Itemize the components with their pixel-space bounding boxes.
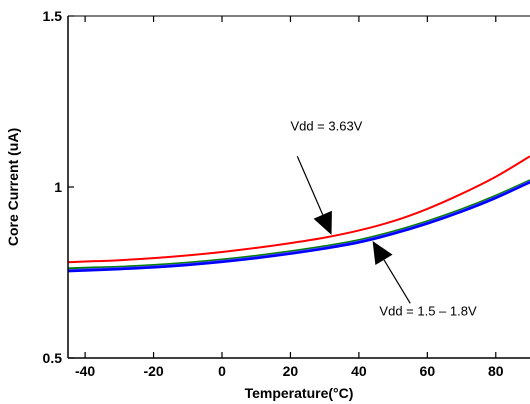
x-tick-label: 20 — [283, 363, 299, 379]
x-ticks: -40 -20 0 20 40 60 80 — [75, 16, 504, 379]
y-ticks: 0.5 1 1.5 — [43, 8, 74, 366]
x-tick-label: 40 — [351, 363, 367, 379]
y-tick-label: 0.5 — [43, 350, 63, 366]
annotation-arrow-head-2 — [372, 241, 393, 266]
annotation-label-1: Vdd = 3.63V — [290, 119, 362, 134]
series-layer — [68, 155, 530, 273]
x-tick-label: 0 — [218, 363, 226, 379]
y-axis-title: Core Current (uA) — [5, 128, 21, 246]
x-tick-label: -20 — [143, 363, 163, 379]
annotation-label-2: Vdd = 1.5 – 1.8V — [379, 303, 477, 318]
x-tick-label: 80 — [488, 363, 504, 379]
y-tick-label: 1.5 — [43, 8, 63, 24]
series-line-1 — [68, 155, 530, 264]
annotation-layer: Vdd = 3.63V Vdd = 1.5 – 1.8V — [290, 119, 477, 319]
y-tick-label: 1 — [54, 179, 62, 195]
x-tick-label: 60 — [420, 363, 436, 379]
series-line-4 — [68, 181, 530, 273]
plot-area — [68, 16, 530, 358]
x-tick-label: -40 — [75, 363, 95, 379]
annotation-arrow-head-1 — [313, 210, 332, 235]
series-line-2 — [68, 179, 530, 270]
annotation-arrow-shaft-2 — [383, 259, 411, 304]
x-axis-title: Temperature(°C) — [245, 385, 354, 401]
annotation-arrow-shaft-1 — [296, 155, 324, 215]
